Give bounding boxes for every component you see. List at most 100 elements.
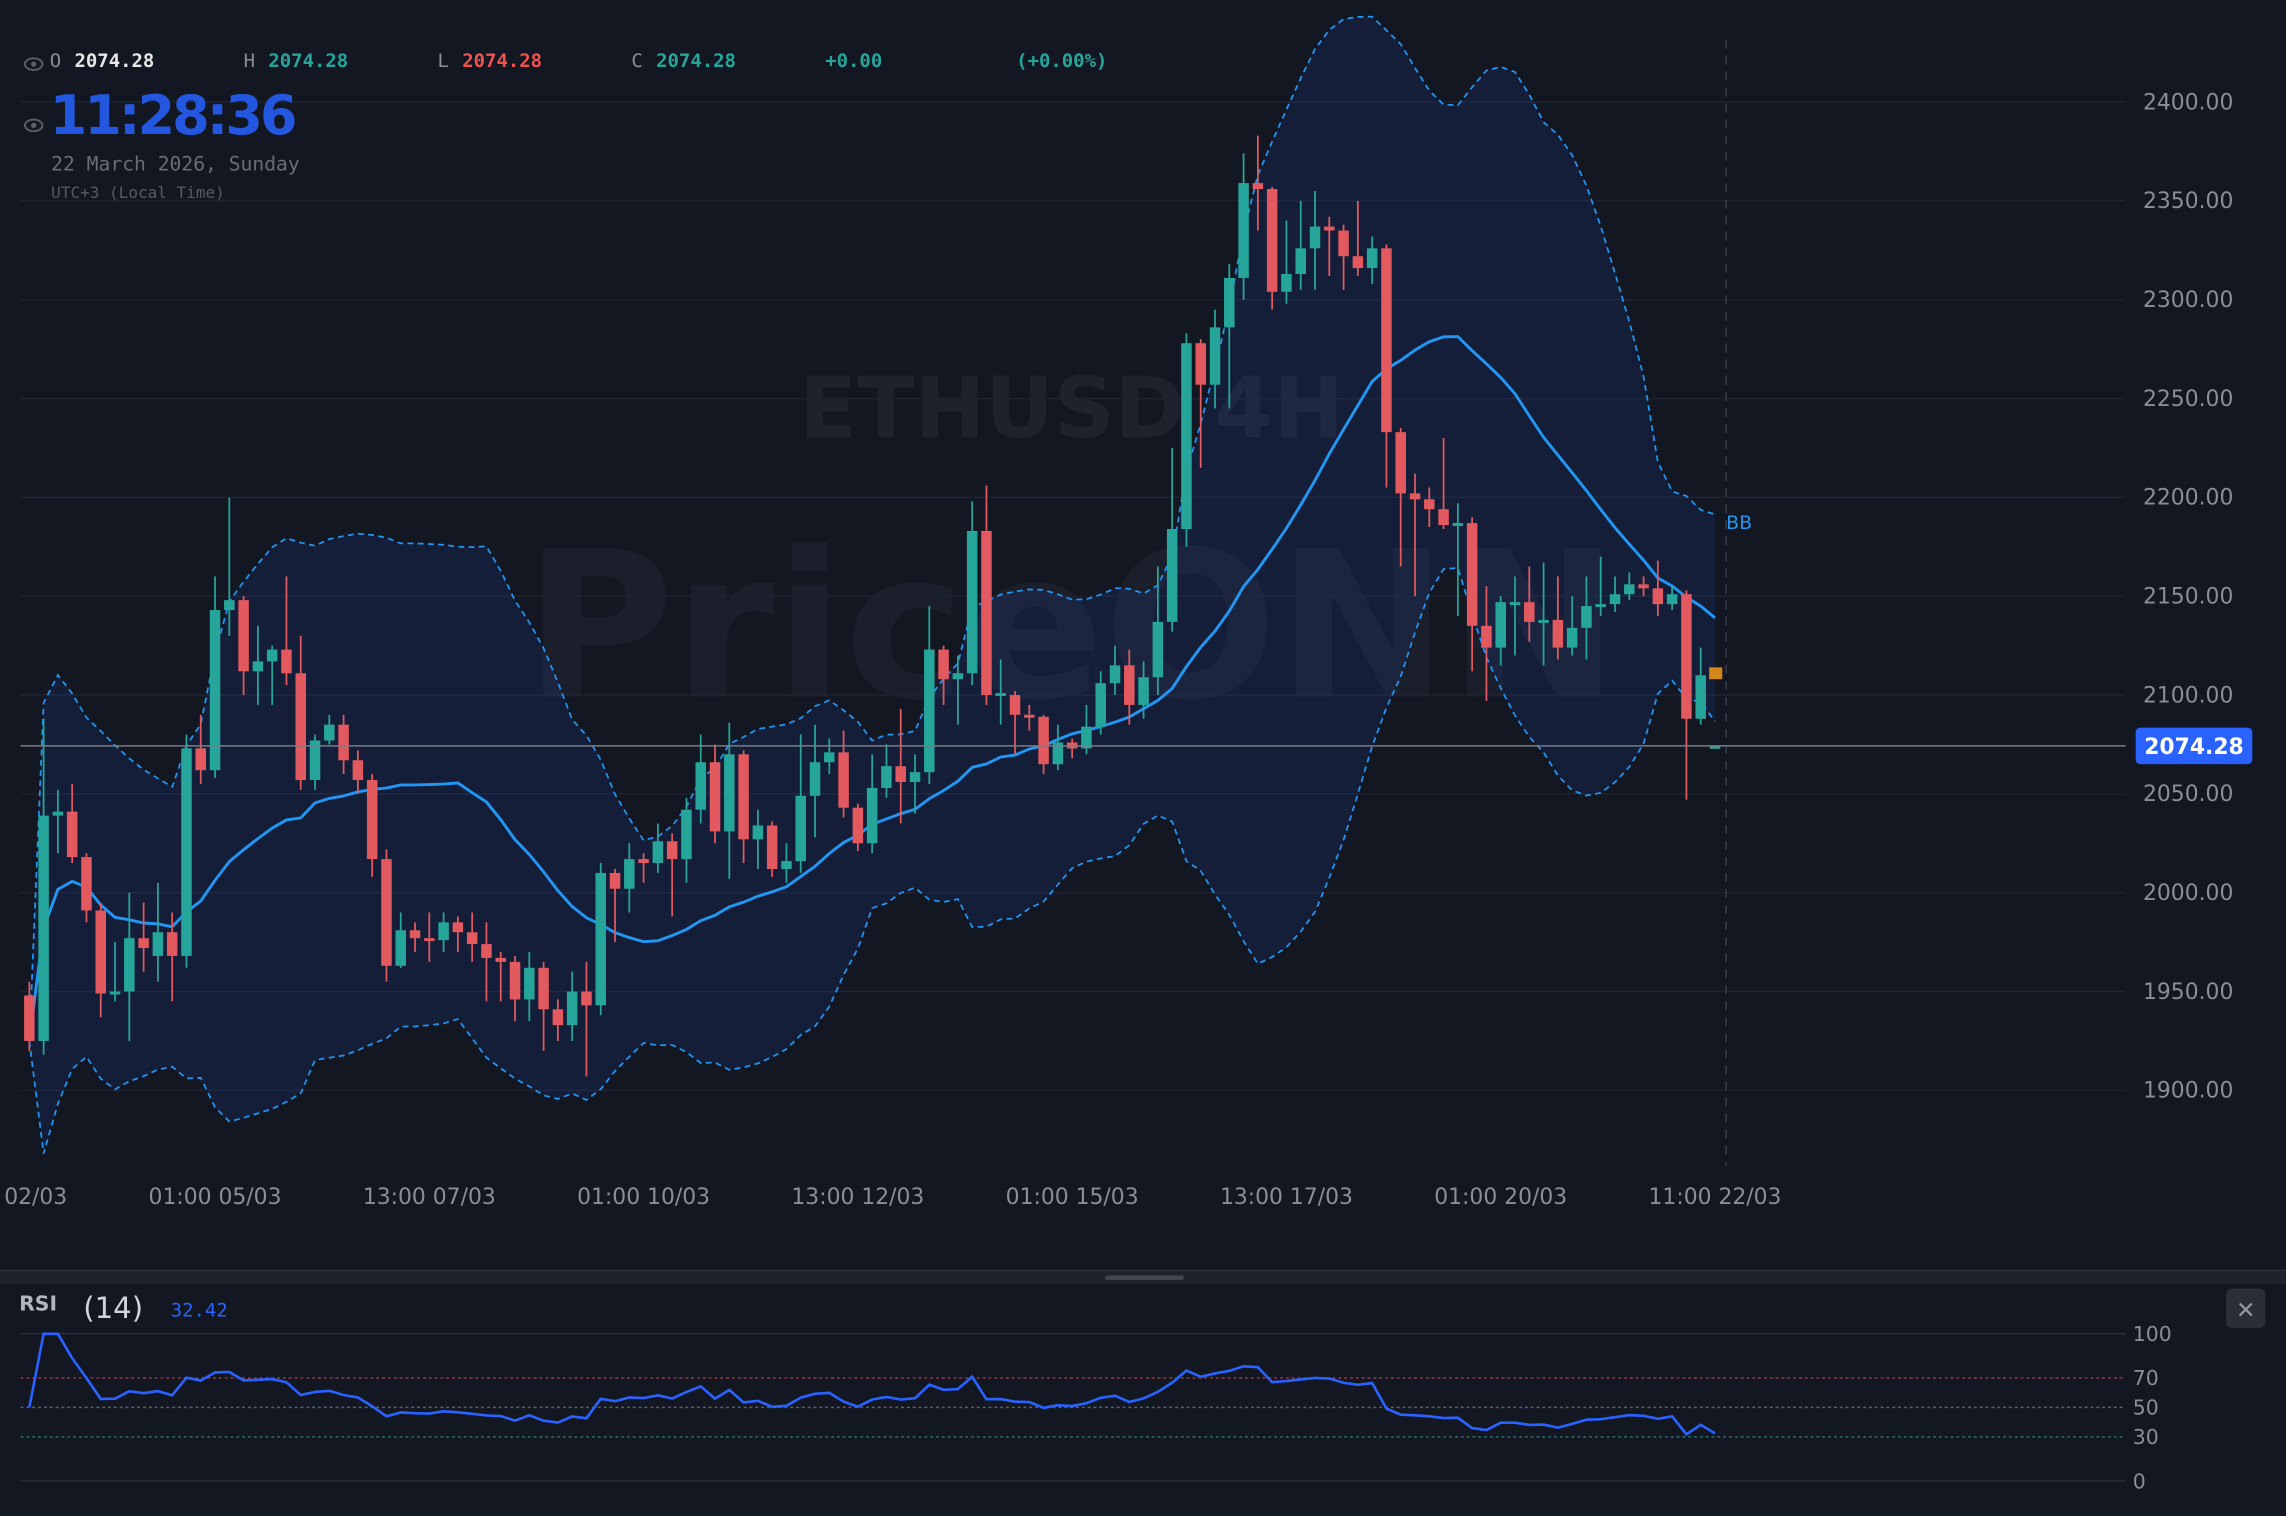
candle[interactable] [766,821,778,877]
candle[interactable] [1666,586,1678,611]
candle[interactable] [1124,649,1135,725]
candle[interactable] [166,912,178,1002]
candle[interactable] [1452,503,1464,616]
candle[interactable] [224,497,235,636]
candle[interactable] [424,912,435,962]
candle[interactable] [1709,745,1721,749]
candle[interactable] [1152,566,1164,696]
candle[interactable] [395,912,406,968]
candle[interactable] [1224,264,1235,409]
candle[interactable] [1052,724,1064,771]
candle[interactable] [609,868,621,943]
candle[interactable] [938,645,949,705]
candle[interactable] [466,912,478,962]
candle[interactable] [866,754,878,854]
candle[interactable] [538,961,549,1051]
candle[interactable] [1624,572,1635,601]
candle[interactable] [695,734,706,824]
candle[interactable] [266,645,278,705]
order-marker[interactable] [1709,667,1723,680]
candle[interactable] [724,722,735,879]
candle[interactable] [1581,576,1592,660]
candle[interactable] [624,843,635,913]
candle[interactable] [38,718,49,1055]
candle[interactable] [652,823,664,873]
candle[interactable] [1009,691,1021,755]
eye-icon[interactable] [24,118,44,133]
candle[interactable] [1495,596,1506,666]
candle[interactable] [195,714,206,784]
candle[interactable] [1609,576,1621,613]
candle[interactable] [824,738,835,775]
candle[interactable] [1424,487,1435,528]
candle[interactable] [281,576,292,686]
candle[interactable] [1524,566,1535,642]
candle[interactable] [1195,339,1206,468]
candle[interactable] [1266,187,1278,310]
candle[interactable] [1166,447,1178,632]
candle[interactable] [1438,438,1449,529]
candle[interactable] [581,961,592,1077]
candle[interactable] [1324,216,1335,276]
candle[interactable] [666,833,678,917]
candle[interactable] [1595,556,1606,616]
candle[interactable] [238,596,249,696]
candle[interactable] [1181,333,1192,547]
candle[interactable] [566,971,578,1041]
bb-indicator-label[interactable]: BB [1726,512,1752,534]
candle[interactable] [595,863,606,1016]
candle[interactable] [681,797,692,883]
candle[interactable] [352,750,364,794]
candle[interactable] [181,734,192,968]
candle[interactable] [638,853,649,883]
candle[interactable] [295,635,306,790]
candle[interactable] [252,625,264,705]
candle[interactable] [1481,586,1492,701]
candle[interactable] [1038,714,1049,775]
price-axis[interactable]: 2400.00 2350.00 2300.00 2250.00 2200.00 2150.… [2143,90,2233,1103]
candle[interactable] [781,843,792,883]
candle[interactable] [209,576,221,779]
candle[interactable] [1109,645,1121,696]
candle[interactable] [795,734,806,873]
candle[interactable] [881,744,892,798]
candle[interactable] [309,734,321,790]
candle[interactable] [409,922,421,952]
bb-upper-band[interactable] [28,15,1716,1041]
candle[interactable] [66,783,78,864]
candles[interactable] [24,135,1723,1077]
candle[interactable] [1238,153,1249,300]
candle[interactable] [1309,190,1321,290]
candle[interactable] [1395,428,1406,567]
candle[interactable] [838,730,849,818]
candle[interactable] [995,659,1006,725]
candle[interactable] [1252,135,1264,231]
rsi-series[interactable] [28,1332,1716,1437]
candle[interactable] [1366,236,1378,284]
candle[interactable] [1281,220,1292,304]
candle[interactable] [124,892,135,1041]
candle[interactable] [981,485,992,705]
bb-lower-band[interactable] [28,566,1716,1154]
candle[interactable] [1552,576,1564,660]
candle[interactable] [1638,576,1649,597]
candle[interactable] [1509,576,1521,656]
candle[interactable] [152,882,164,982]
candle[interactable] [495,951,506,1002]
candle[interactable] [752,809,764,869]
candle[interactable] [552,999,564,1041]
candle[interactable] [366,774,378,877]
candle[interactable] [52,789,64,854]
eye-icon[interactable] [24,57,44,71]
candle[interactable] [1538,562,1549,666]
time-axis[interactable]: 13:00 02/03 01:00 05/03 13:00 07/03 01:00 1… [0,1185,1781,1210]
candle[interactable] [509,955,521,1022]
candle[interactable] [966,501,978,686]
candle[interactable] [81,853,92,923]
candle[interactable] [524,951,535,1022]
candle[interactable] [24,981,35,1051]
candle[interactable] [738,750,749,864]
candle[interactable] [324,714,335,745]
candle[interactable] [1681,590,1692,800]
